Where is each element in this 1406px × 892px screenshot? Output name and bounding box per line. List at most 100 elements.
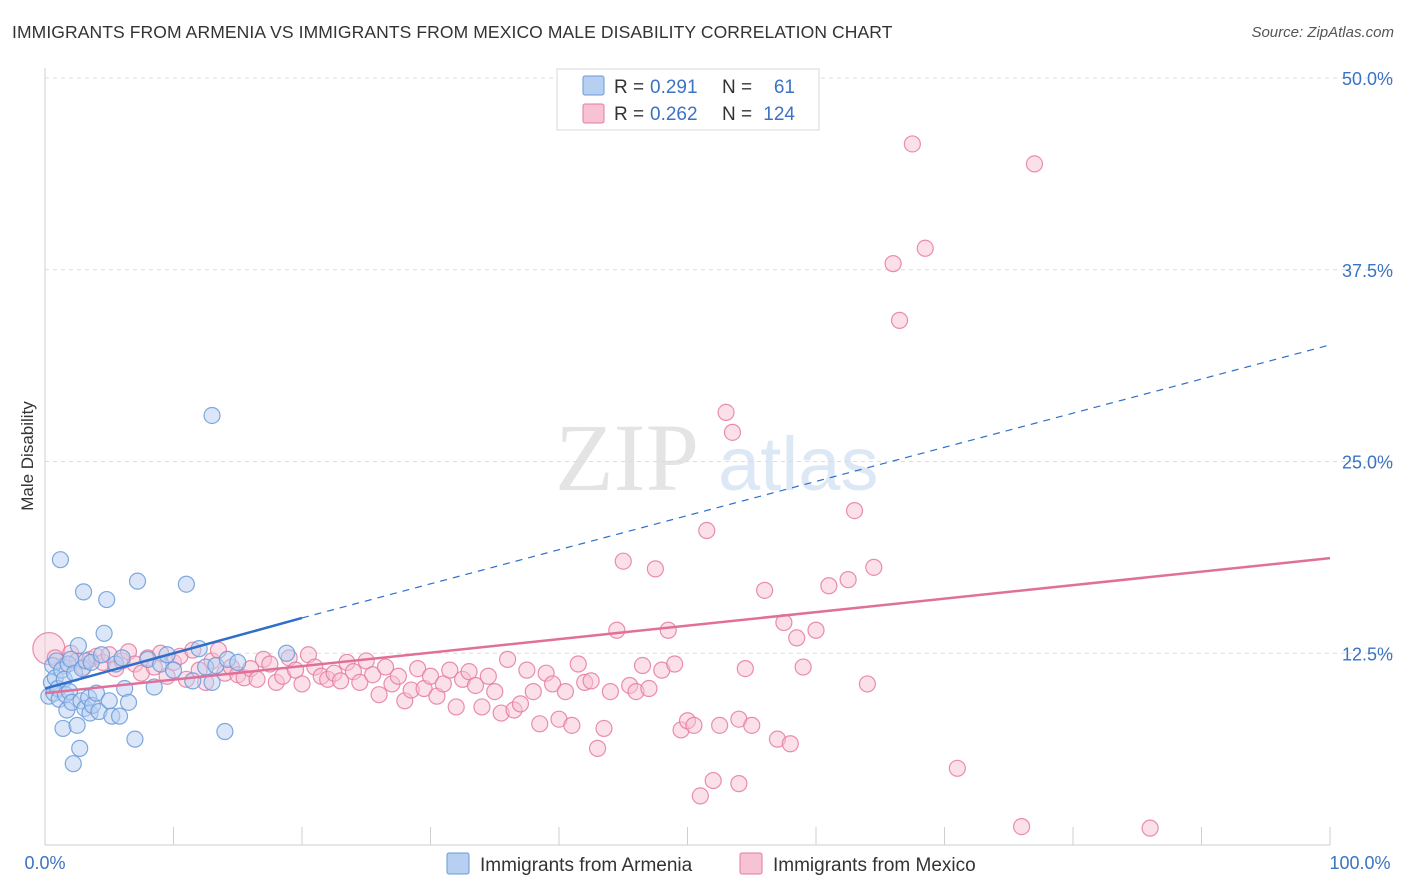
trend-lines (44, 344, 1331, 695)
point-mexico (781, 735, 799, 753)
point-mexico (666, 655, 684, 673)
point-mexico (743, 716, 761, 734)
point-mexico (364, 666, 382, 684)
point-mexico (633, 656, 652, 675)
point-mexico (1025, 155, 1044, 173)
point-armenia (51, 551, 70, 569)
point-armenia (113, 649, 131, 667)
point-mexico (711, 716, 729, 734)
point-mexico (717, 403, 735, 422)
legend-r-label-armenia: R = (614, 77, 644, 98)
source-label: Source: ZipAtlas.com (1251, 24, 1394, 41)
point-mexico (293, 675, 311, 693)
point-armenia (74, 583, 93, 601)
point-armenia (110, 707, 129, 725)
point-armenia (69, 636, 88, 655)
point-mexico (601, 682, 620, 701)
point-mexico (370, 686, 388, 704)
point-mexico (447, 698, 465, 716)
point-mexico (1012, 817, 1031, 836)
point-mexico (499, 650, 517, 668)
point-armenia (54, 719, 72, 738)
legend-n-value-mexico: 124 (763, 104, 795, 125)
point-armenia (184, 672, 202, 690)
point-mexico (614, 552, 632, 570)
point-mexico (807, 621, 825, 639)
point-mexico (248, 670, 266, 688)
point-mexico (1141, 819, 1159, 837)
point-mexico (646, 560, 664, 578)
legend-r-label-mexico: R = (614, 104, 644, 125)
point-armenia (164, 661, 183, 679)
stats-legend: R = 0.291 N = 61 R = 0.262 N = 124 (556, 68, 820, 131)
trend-line-mexico (44, 556, 1331, 695)
point-mexico (421, 667, 440, 685)
point-mexico (704, 771, 722, 790)
point-mexico (730, 775, 748, 793)
point-mexico (948, 759, 966, 777)
point-mexico (556, 682, 575, 701)
point-mexico (691, 787, 709, 805)
legend-n-label-mexico: N = (722, 104, 752, 125)
legend-r-value-armenia: 0.291 (650, 77, 698, 98)
point-mexico (479, 667, 497, 685)
point-mexico (794, 658, 812, 676)
legend-swatch-armenia (582, 75, 605, 96)
point-mexico (441, 661, 459, 679)
y-axis-label: Male Disability (18, 401, 37, 511)
point-armenia (71, 739, 89, 757)
legend-n-label-armenia: N = (722, 77, 752, 98)
point-mexico (788, 629, 806, 647)
legend-swatch-mexico (582, 103, 605, 124)
point-mexico (640, 679, 658, 698)
point-mexico (845, 501, 864, 520)
axes: 12.5% 25.0% 37.5% 50.0% 0.0% 100.0% (24, 68, 1393, 873)
data-points (32, 135, 1159, 837)
point-mexico (858, 675, 877, 693)
point-mexico (434, 675, 452, 693)
point-armenia (119, 693, 138, 711)
point-mexico (569, 655, 587, 673)
point-mexico (518, 661, 536, 679)
point-mexico (582, 672, 600, 690)
point-mexico (543, 675, 562, 693)
chart-title: IMMIGRANTS FROM ARMENIA VS IMMIGRANTS FR… (12, 22, 893, 42)
series-legend-swatch-armenia (446, 852, 470, 875)
point-mexico (531, 715, 549, 733)
point-mexico (486, 682, 504, 701)
point-mexico (736, 659, 754, 678)
point-armenia (95, 624, 113, 642)
trend-line-armenia-extension (301, 344, 1331, 619)
point-mexico (595, 719, 613, 738)
series-legend-label-armenia: Immigrants from Armenia (480, 855, 693, 876)
point-mexico (511, 695, 530, 713)
point-mexico (659, 621, 677, 639)
watermark-zip: ZIP (555, 404, 699, 511)
point-mexico (563, 716, 581, 734)
point-mexico (409, 659, 427, 678)
point-mexico (473, 698, 491, 716)
point-armenia (177, 575, 195, 593)
legend-n-value-armenia: 61 (774, 77, 795, 98)
series-legend-swatch-mexico (739, 852, 763, 875)
y-tick-label: 50.0% (1342, 69, 1393, 89)
point-mexico (466, 676, 485, 695)
point-mexico (460, 663, 478, 681)
point-armenia (128, 572, 147, 590)
y-tick-label: 12.5% (1342, 644, 1393, 664)
point-mexico (890, 311, 909, 329)
point-mexico (608, 621, 626, 639)
point-mexico (903, 135, 921, 153)
point-armenia (64, 755, 82, 773)
point-mexico (884, 255, 902, 273)
point-armenia (100, 692, 118, 710)
legend-r-value-mexico: 0.262 (650, 104, 698, 125)
point-armenia (229, 653, 247, 672)
point-mexico (820, 577, 838, 595)
series-legend-label-mexico: Immigrants from Mexico (773, 855, 976, 876)
series-legend: Immigrants from Armenia Immigrants from … (446, 852, 976, 876)
trend-line-armenia (44, 616, 303, 690)
point-mexico (351, 673, 369, 691)
point-mexico (916, 239, 934, 257)
point-mexico (755, 581, 774, 599)
